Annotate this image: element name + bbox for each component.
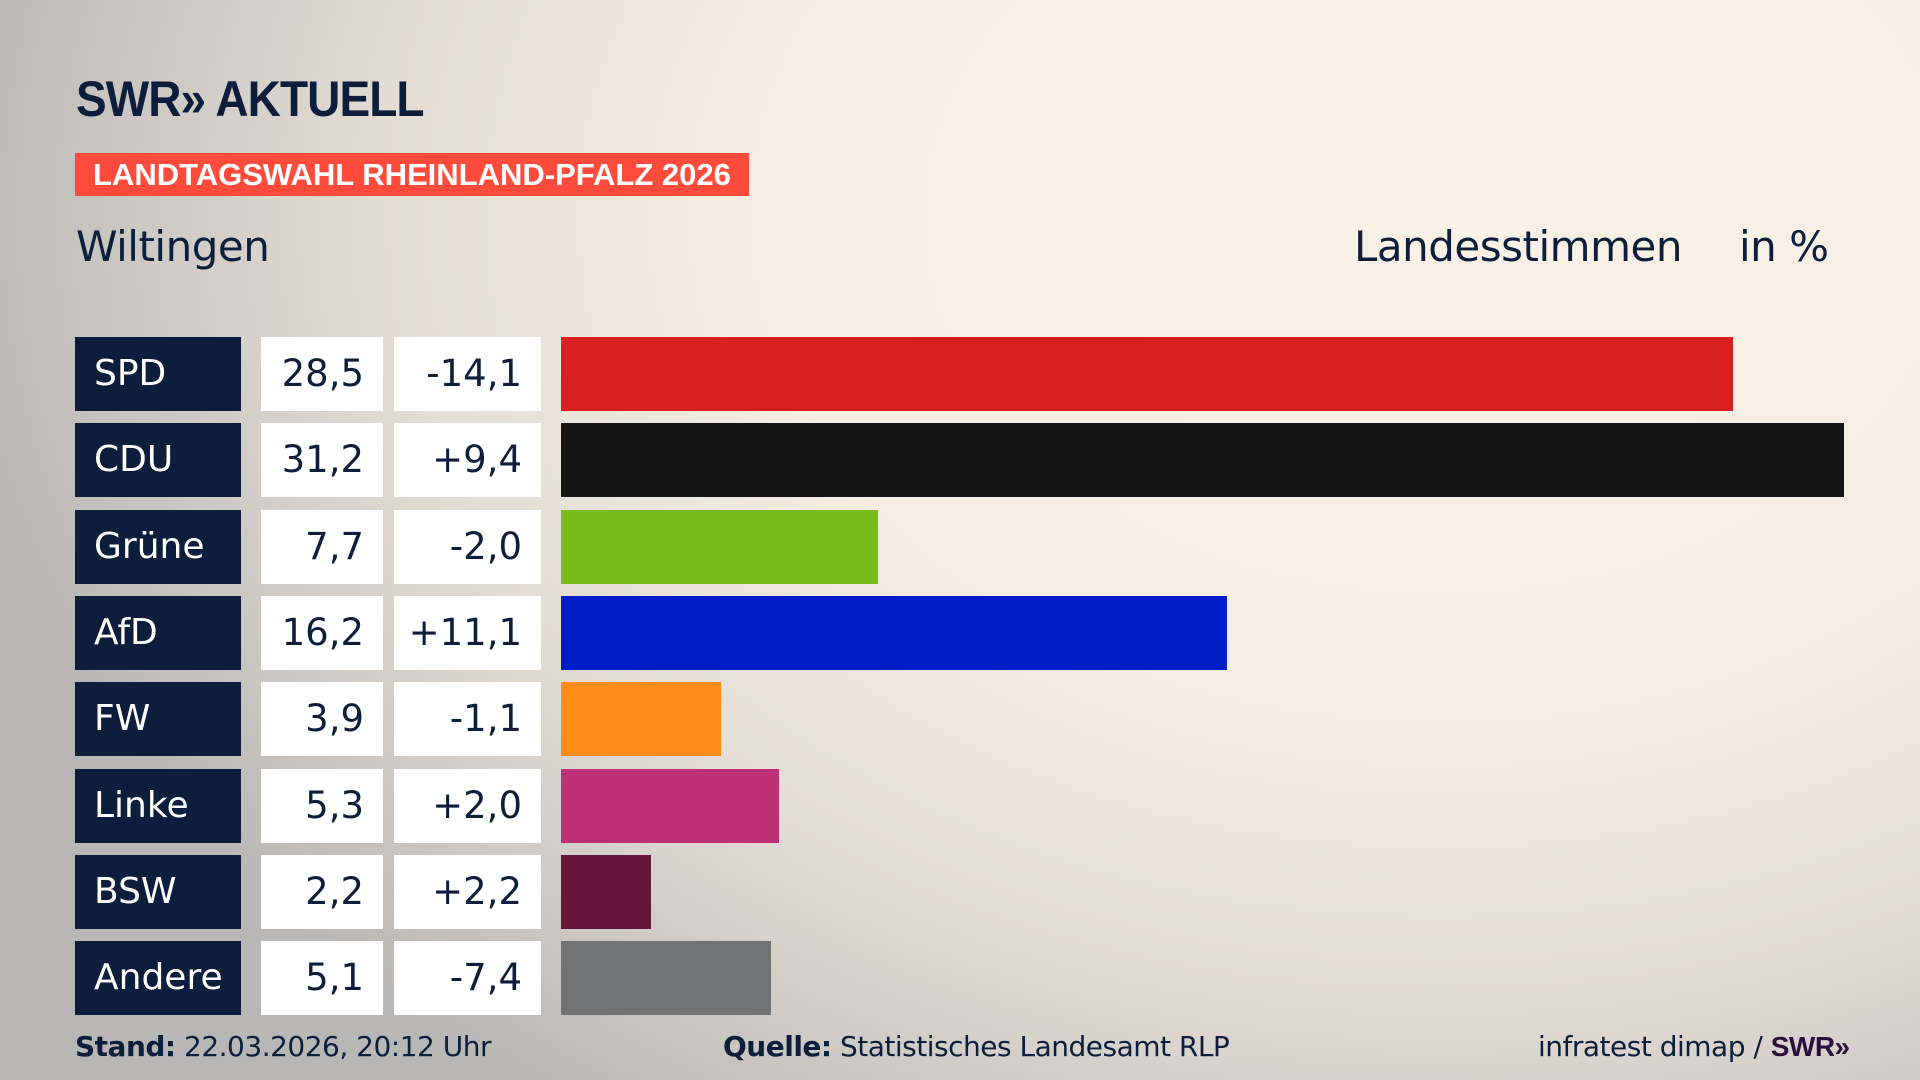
party-label: SPD <box>75 337 241 411</box>
result-row: FW 3,9 -1,1 <box>0 682 1920 757</box>
change-label: -2,0 <box>394 509 541 584</box>
party-label: CDU <box>75 423 241 498</box>
vote-type-label: Landesstimmen <box>1354 222 1682 271</box>
source-value: Statistisches Landesamt RLP <box>840 1030 1230 1063</box>
change-label: +2,2 <box>394 854 541 929</box>
result-row: CDU 31,2 +9,4 <box>0 423 1920 498</box>
source-label: Quelle: <box>723 1030 832 1063</box>
party-label: Linke <box>75 768 241 843</box>
change-label: +11,1 <box>394 595 541 670</box>
credit-text: infratest dimap / <box>1538 1030 1763 1063</box>
party-label: AfD <box>75 595 241 670</box>
value-label: 2,2 <box>261 854 383 929</box>
unit-label: in % <box>1739 222 1829 271</box>
swr-aktuell-logo: SWR» AKTUELL <box>76 71 424 127</box>
credit-info: infratest dimap / SWR» <box>1538 1030 1850 1063</box>
result-row: AfD 16,2 +11,1 <box>0 595 1920 670</box>
value-label: 5,3 <box>261 768 383 843</box>
value-label: 28,5 <box>261 337 383 411</box>
result-row: BSW 2,2 +2,2 <box>0 854 1920 929</box>
change-label: -7,4 <box>394 941 541 1016</box>
stand-value: 22.03.2026, 20:12 Uhr <box>184 1030 491 1063</box>
bar <box>561 768 779 843</box>
bar <box>561 423 1844 498</box>
change-label: -14,1 <box>394 337 541 411</box>
election-banner: LANDTAGSWAHL RHEINLAND-PFALZ 2026 <box>75 153 749 196</box>
value-label: 16,2 <box>261 595 383 670</box>
source-info: Quelle: Statistisches Landesamt RLP <box>723 1030 1230 1063</box>
bar <box>561 595 1228 670</box>
result-row: Linke 5,3 +2,0 <box>0 768 1920 843</box>
value-label: 7,7 <box>261 509 383 584</box>
change-label: -1,1 <box>394 682 541 757</box>
result-row: Grüne 7,7 -2,0 <box>0 509 1920 584</box>
place-title: Wiltingen <box>76 222 270 271</box>
value-label: 3,9 <box>261 682 383 757</box>
result-row: SPD 28,5 -14,1 <box>0 337 1920 411</box>
bar <box>561 854 652 929</box>
bar <box>561 509 878 584</box>
party-label: FW <box>75 682 241 757</box>
bar <box>561 941 771 1016</box>
party-label: BSW <box>75 854 241 929</box>
bar <box>561 337 1733 411</box>
value-label: 31,2 <box>261 423 383 498</box>
stand-info: Stand: 22.03.2026, 20:12 Uhr <box>75 1030 491 1063</box>
bar <box>561 682 722 757</box>
change-label: +2,0 <box>394 768 541 843</box>
change-label: +9,4 <box>394 423 541 498</box>
result-row: Andere 5,1 -7,4 <box>0 941 1920 1016</box>
swr-logo-small: SWR» <box>1770 1031 1850 1062</box>
party-label: Grüne <box>75 509 241 584</box>
party-label: Andere <box>75 941 241 1016</box>
stand-label: Stand: <box>75 1030 176 1063</box>
value-label: 5,1 <box>261 941 383 1016</box>
